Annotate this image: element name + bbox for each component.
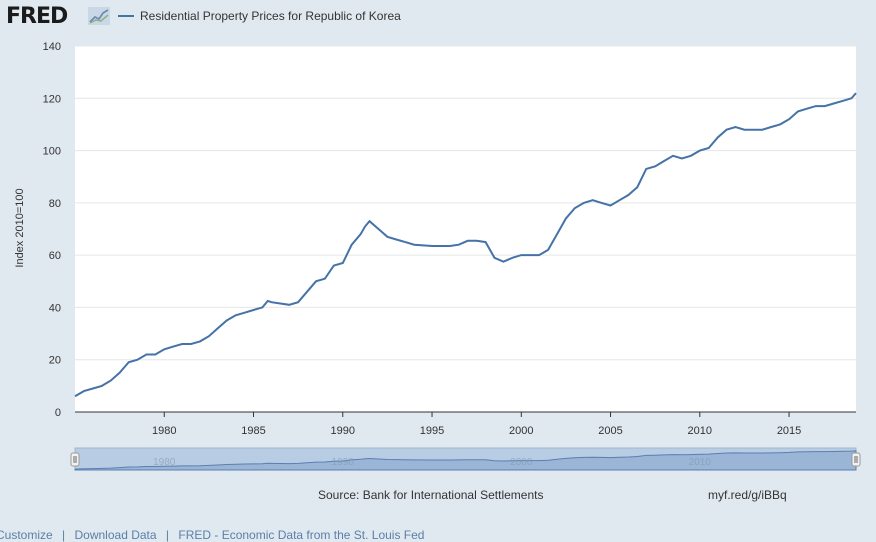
y-tick-label: 140 bbox=[43, 41, 61, 53]
footer-links: Customize | Download Data | FRED - Econo… bbox=[0, 528, 430, 542]
x-tick-label: 2000 bbox=[509, 425, 533, 437]
y-tick-label: 40 bbox=[49, 302, 61, 314]
navigator-right-handle[interactable] bbox=[851, 452, 861, 467]
fred-logo[interactable]: FRED bbox=[6, 4, 68, 29]
source-note: Source: Bank for International Settlemen… bbox=[318, 488, 544, 502]
x-tick-label: 2010 bbox=[688, 425, 712, 437]
x-tick-label: 2005 bbox=[598, 425, 622, 437]
x-tick-label: 1990 bbox=[331, 425, 355, 437]
fred-home-link[interactable]: FRED - Economic Data from the St. Louis … bbox=[178, 528, 425, 542]
chart-legend[interactable]: Residential Property Prices for Republic… bbox=[118, 9, 401, 23]
footer-separator: | bbox=[62, 528, 66, 542]
navigator-x-label: 1990 bbox=[332, 457, 355, 468]
y-tick-label: 60 bbox=[49, 250, 61, 262]
legend-swatch bbox=[118, 15, 134, 17]
y-tick-label: 120 bbox=[43, 93, 61, 105]
navigator-x-label: 1980 bbox=[153, 457, 176, 468]
navigator-left-handle[interactable] bbox=[70, 452, 80, 467]
series-line[interactable] bbox=[74, 92, 857, 398]
x-tick-label: 1985 bbox=[241, 425, 265, 437]
footer-separator: | bbox=[165, 528, 170, 542]
navigator-x-label: 2000 bbox=[510, 457, 533, 468]
download-data-link[interactable]: Download Data bbox=[74, 528, 157, 542]
navigator-series-area bbox=[74, 450, 857, 471]
customize-link[interactable]: Customize bbox=[0, 528, 53, 542]
fred-logo-chart-icon bbox=[88, 7, 110, 25]
legend-label: Residential Property Prices for Republic… bbox=[140, 9, 401, 23]
x-tick-label: 1995 bbox=[420, 425, 444, 437]
navigator-x-label: 2010 bbox=[689, 457, 712, 468]
plot-area bbox=[75, 46, 856, 412]
line-chart[interactable]: 0 20 40 60 80 100 120 140 1980 1985 1990 1995 2000 20… bbox=[0, 0, 876, 480]
y-tick-label: 100 bbox=[43, 146, 61, 158]
x-tick-label: 1980 bbox=[152, 425, 176, 437]
y-tick-label: 0 bbox=[55, 407, 61, 419]
y-tick-label: 80 bbox=[49, 198, 61, 210]
y-tick-label: 20 bbox=[49, 355, 61, 367]
range-navigator[interactable]: 1980 1990 2000 2010 bbox=[0, 440, 876, 480]
x-tick-label: 2015 bbox=[777, 425, 801, 437]
short-url-link[interactable]: myf.red/g/iBBq bbox=[708, 488, 787, 502]
